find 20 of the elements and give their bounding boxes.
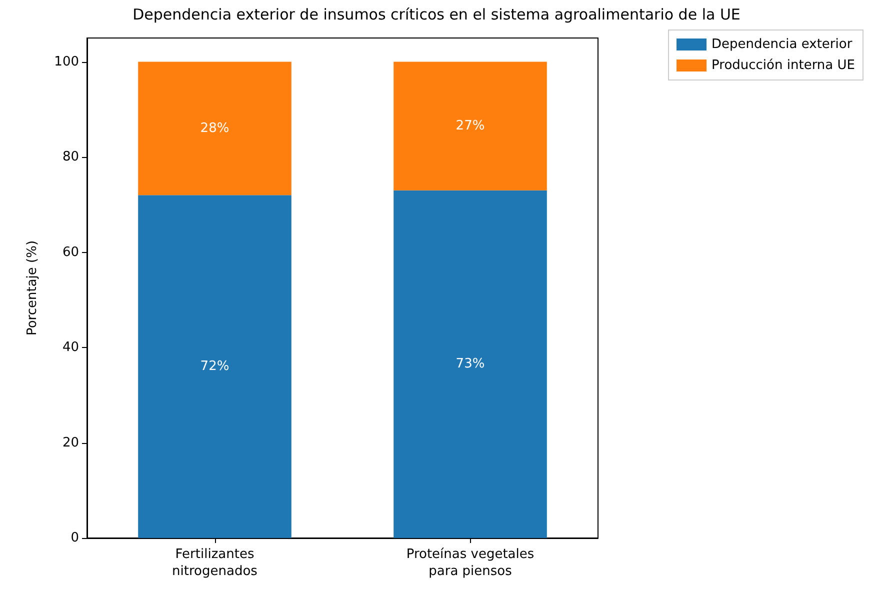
y-tick-label: 40	[62, 340, 79, 356]
y-tick-label: 0	[70, 530, 79, 546]
bar	[394, 190, 547, 538]
data-label: 73%	[456, 356, 485, 372]
x-tick-label: Proteínas vegetales para piensos	[406, 547, 534, 579]
bar	[394, 62, 547, 190]
y-tick-label: 80	[62, 150, 79, 165]
chart-title: Dependencia exterior de insumos críticos en el sistema agroalimentario de la UE	[132, 6, 740, 24]
x-tick-label: Fertilizantes nitrogenados	[172, 547, 258, 579]
legend-label: Dependencia exterior	[712, 37, 853, 52]
bar	[138, 62, 292, 196]
data-label: 72%	[200, 359, 230, 374]
y-tick-label: 100	[54, 54, 79, 70]
bar	[138, 195, 292, 538]
data-label: 27%	[456, 118, 485, 134]
y-axis-title: Porcentaje (%)	[25, 240, 40, 336]
y-tick-label: 60	[62, 244, 79, 260]
legend-label: Producción interna UE	[712, 58, 856, 73]
data-label: 28%	[200, 120, 230, 136]
y-tick-label: 20	[62, 435, 79, 450]
